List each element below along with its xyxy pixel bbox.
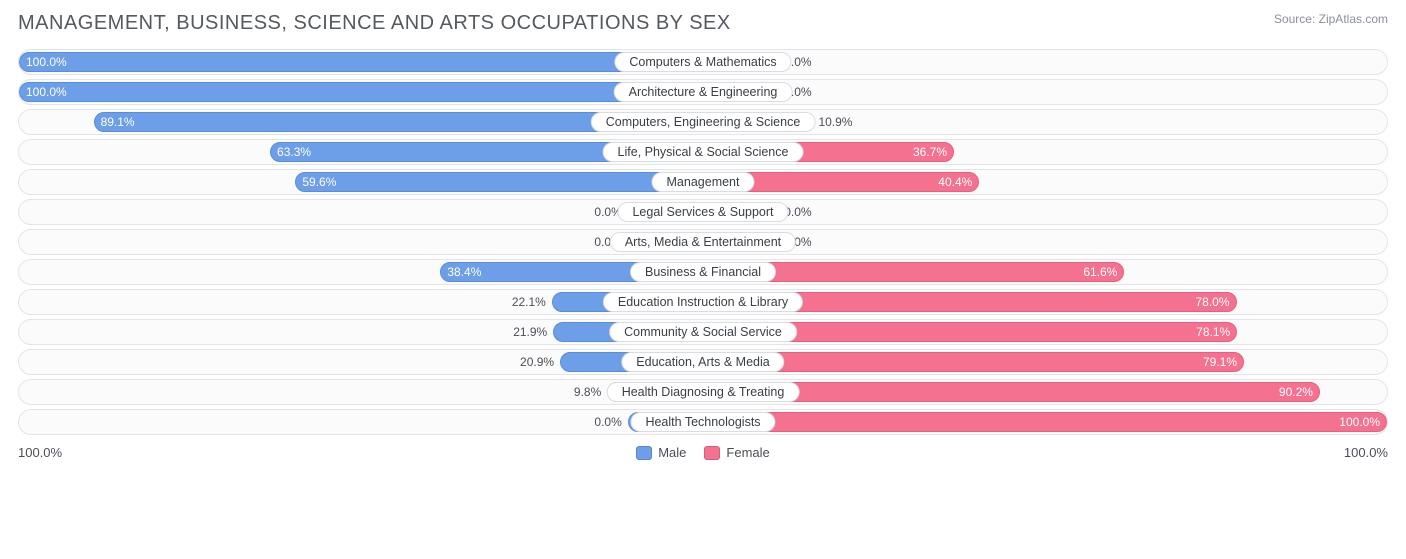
legend-item-female: Female: [704, 445, 769, 460]
category-label: Architecture & Engineering: [614, 82, 793, 102]
female-value: 79.1%: [1203, 355, 1237, 369]
category-label: Community & Social Service: [609, 322, 797, 342]
chart-row: 38.4% 61.6% Business & Financial: [18, 259, 1388, 285]
female-value: 10.9%: [818, 115, 852, 129]
category-label: Arts, Media & Entertainment: [610, 232, 796, 252]
chart-row: 20.9% 79.1% Education, Arts & Media: [18, 349, 1388, 375]
female-value: 100.0%: [1339, 415, 1380, 429]
male-bar: 59.6%: [295, 172, 703, 192]
male-value: 38.4%: [447, 265, 481, 279]
female-swatch-icon: [704, 446, 720, 460]
female-value: 78.1%: [1196, 325, 1230, 339]
male-value: 20.9%: [520, 355, 554, 369]
male-bar: 100.0%: [19, 52, 703, 72]
chart-row: 100.0%0.0%Computers & Mathematics: [18, 49, 1388, 75]
chart-row: 100.0%0.0%Architecture & Engineering: [18, 79, 1388, 105]
male-value: 100.0%: [26, 85, 67, 99]
chart-row: 0.0%0.0%Arts, Media & Entertainment: [18, 229, 1388, 255]
male-bar: 100.0%: [19, 82, 703, 102]
female-value: 90.2%: [1279, 385, 1313, 399]
category-label: Computers & Mathematics: [614, 52, 791, 72]
chart-row: 89.1% 10.9%Computers, Engineering & Scien…: [18, 109, 1388, 135]
chart-row: 22.1% 78.0% Education Instruction & Librar…: [18, 289, 1388, 315]
chart-row: 0.0%0.0%Legal Services & Support: [18, 199, 1388, 225]
category-label: Health Technologists: [630, 412, 775, 432]
chart-rows: 100.0%0.0%Computers & Mathematics100.0%0…: [18, 49, 1388, 435]
category-label: Education, Arts & Media: [621, 352, 784, 372]
category-label: Life, Physical & Social Science: [603, 142, 804, 162]
category-label: Management: [652, 172, 755, 192]
male-value: 89.1%: [101, 115, 135, 129]
chart-row: 0.0% 100.0% Health Technologists: [18, 409, 1388, 435]
female-value: 61.6%: [1083, 265, 1117, 279]
category-label: Health Diagnosing & Treating: [607, 382, 800, 402]
category-label: Business & Financial: [630, 262, 776, 282]
axis-left-label: 100.0%: [18, 445, 62, 460]
chart-header: MANAGEMENT, BUSINESS, SCIENCE AND ARTS O…: [18, 12, 1388, 35]
chart-source: Source: ZipAtlas.com: [1274, 12, 1388, 28]
male-value: 21.9%: [513, 325, 547, 339]
source-value: ZipAtlas.com: [1319, 12, 1388, 26]
chart-row: 63.3% 36.7% Life, Physical & Social Scienc…: [18, 139, 1388, 165]
chart-title: MANAGEMENT, BUSINESS, SCIENCE AND ARTS O…: [18, 12, 731, 35]
male-swatch-icon: [636, 446, 652, 460]
legend: Male Female: [636, 445, 770, 460]
male-value: 0.0%: [594, 415, 621, 429]
female-bar: 100.0%: [703, 412, 1387, 432]
category-label: Computers, Engineering & Science: [591, 112, 816, 132]
category-label: Legal Services & Support: [617, 202, 788, 222]
male-value: 100.0%: [26, 55, 67, 69]
legend-female-label: Female: [726, 445, 769, 460]
legend-item-male: Male: [636, 445, 686, 460]
female-value: 36.7%: [913, 145, 947, 159]
female-value: 40.4%: [938, 175, 972, 189]
axis-right-label: 100.0%: [1344, 445, 1388, 460]
male-value: 9.8%: [574, 385, 601, 399]
legend-male-label: Male: [658, 445, 686, 460]
category-label: Education Instruction & Library: [603, 292, 803, 312]
male-value: 63.3%: [277, 145, 311, 159]
male-value: 59.6%: [302, 175, 336, 189]
male-value: 22.1%: [512, 295, 546, 309]
female-value: 78.0%: [1195, 295, 1229, 309]
source-label: Source:: [1274, 12, 1315, 26]
chart-row: 21.9% 78.1% Community & Social Service: [18, 319, 1388, 345]
chart-footer: 100.0% Male Female 100.0%: [18, 445, 1388, 460]
chart-row: 59.6% 40.4% Management: [18, 169, 1388, 195]
chart-row: 9.8% 90.2% Health Diagnosing & Treating: [18, 379, 1388, 405]
